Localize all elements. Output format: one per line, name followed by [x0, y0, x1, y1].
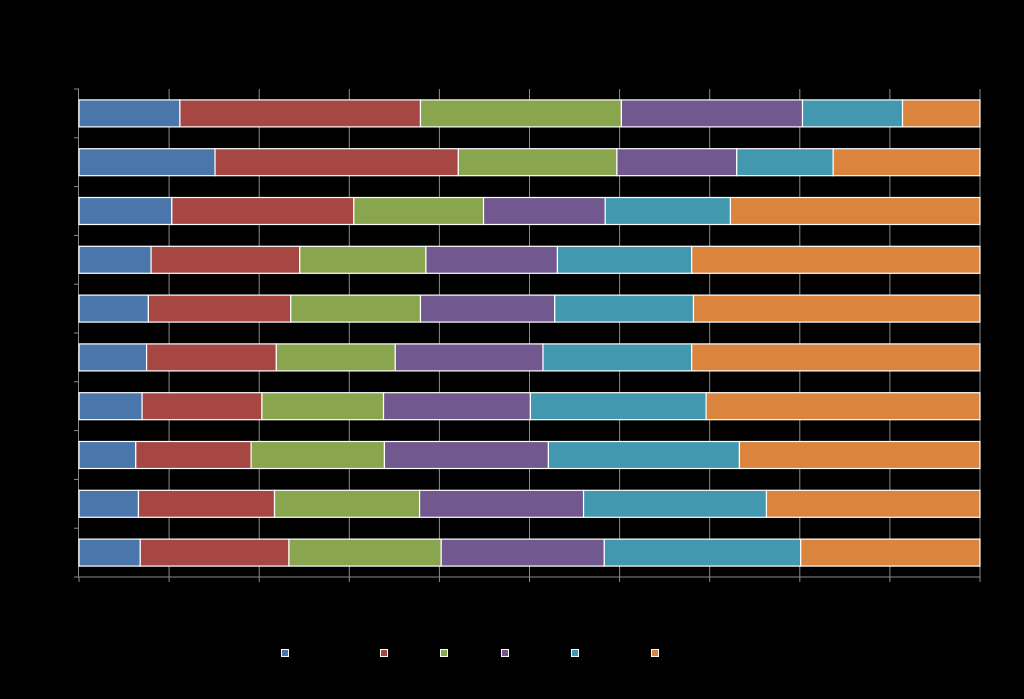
bar-segment: [139, 538, 290, 567]
bar-segment: [288, 538, 442, 567]
bar-segment: [604, 196, 732, 226]
bar-segment: [556, 245, 693, 274]
bar-segment: [547, 440, 741, 470]
bar-segment: [832, 148, 981, 177]
bar-segment: [705, 392, 981, 421]
bar-segment: [135, 440, 252, 470]
bar-segment: [691, 245, 981, 274]
bar-segment: [171, 196, 355, 226]
bar-segment: [616, 148, 738, 177]
bar-segment: [425, 245, 559, 274]
bar-segment: [78, 440, 137, 470]
bar-segment: [78, 294, 149, 323]
bar-segment: [383, 440, 550, 470]
bar-segment: [800, 538, 981, 567]
bar-segment: [261, 392, 385, 421]
bar-segment: [78, 392, 143, 421]
bar-segment: [529, 392, 707, 421]
bar-segment: [137, 489, 276, 518]
bar-segment: [394, 343, 544, 372]
legend-item: [651, 646, 659, 660]
bar-segment: [78, 343, 148, 372]
legend-swatch: [380, 649, 388, 657]
legend-item: [571, 646, 579, 660]
bar-segment: [440, 538, 605, 567]
bar-segment: [78, 99, 181, 128]
bar-segment: [582, 489, 768, 518]
bar-segment: [801, 99, 904, 128]
bar-segment: [78, 148, 216, 177]
bar-segment: [691, 343, 981, 372]
bar-segment: [179, 99, 422, 128]
legend-swatch: [571, 649, 579, 657]
bar-segment: [482, 196, 606, 226]
legend-swatch: [501, 649, 509, 657]
bar-segment: [147, 294, 292, 323]
bar-segment: [901, 99, 981, 128]
legend-item: [281, 646, 289, 660]
bar-segment: [299, 245, 427, 274]
bar-segment: [273, 489, 421, 518]
bar-segment: [554, 294, 695, 323]
bar-segment: [418, 489, 585, 518]
bar-segment: [603, 538, 802, 567]
legend-swatch: [281, 649, 289, 657]
bar-segment: [78, 489, 140, 518]
bar-segment: [214, 148, 459, 177]
bar-segment: [78, 245, 152, 274]
chart-legend: [0, 646, 1024, 660]
legend-item: [501, 646, 509, 660]
bar-segment: [738, 440, 981, 470]
bar-segment: [765, 489, 981, 518]
bar-segment: [353, 196, 485, 226]
bar-segment: [250, 440, 386, 470]
bar-segment: [729, 196, 981, 226]
bar-segment: [542, 343, 693, 372]
bar-segment: [620, 99, 804, 128]
bar-segment: [382, 392, 532, 421]
bar-segment: [145, 343, 277, 372]
bar-segment: [692, 294, 981, 323]
legend-swatch: [440, 649, 448, 657]
legend-swatch: [651, 649, 659, 657]
bar-segment: [275, 343, 396, 372]
legend-item: [380, 646, 388, 660]
bar-segment: [78, 538, 141, 567]
bar-segment: [457, 148, 618, 177]
bar-segment: [419, 99, 623, 128]
bar-segment: [78, 196, 173, 226]
legend-item: [440, 646, 448, 660]
bar-segment: [290, 294, 422, 323]
bar-segment: [150, 245, 301, 274]
bar-segment: [419, 294, 556, 323]
bar-segment: [141, 392, 263, 421]
bar-segment: [736, 148, 834, 177]
